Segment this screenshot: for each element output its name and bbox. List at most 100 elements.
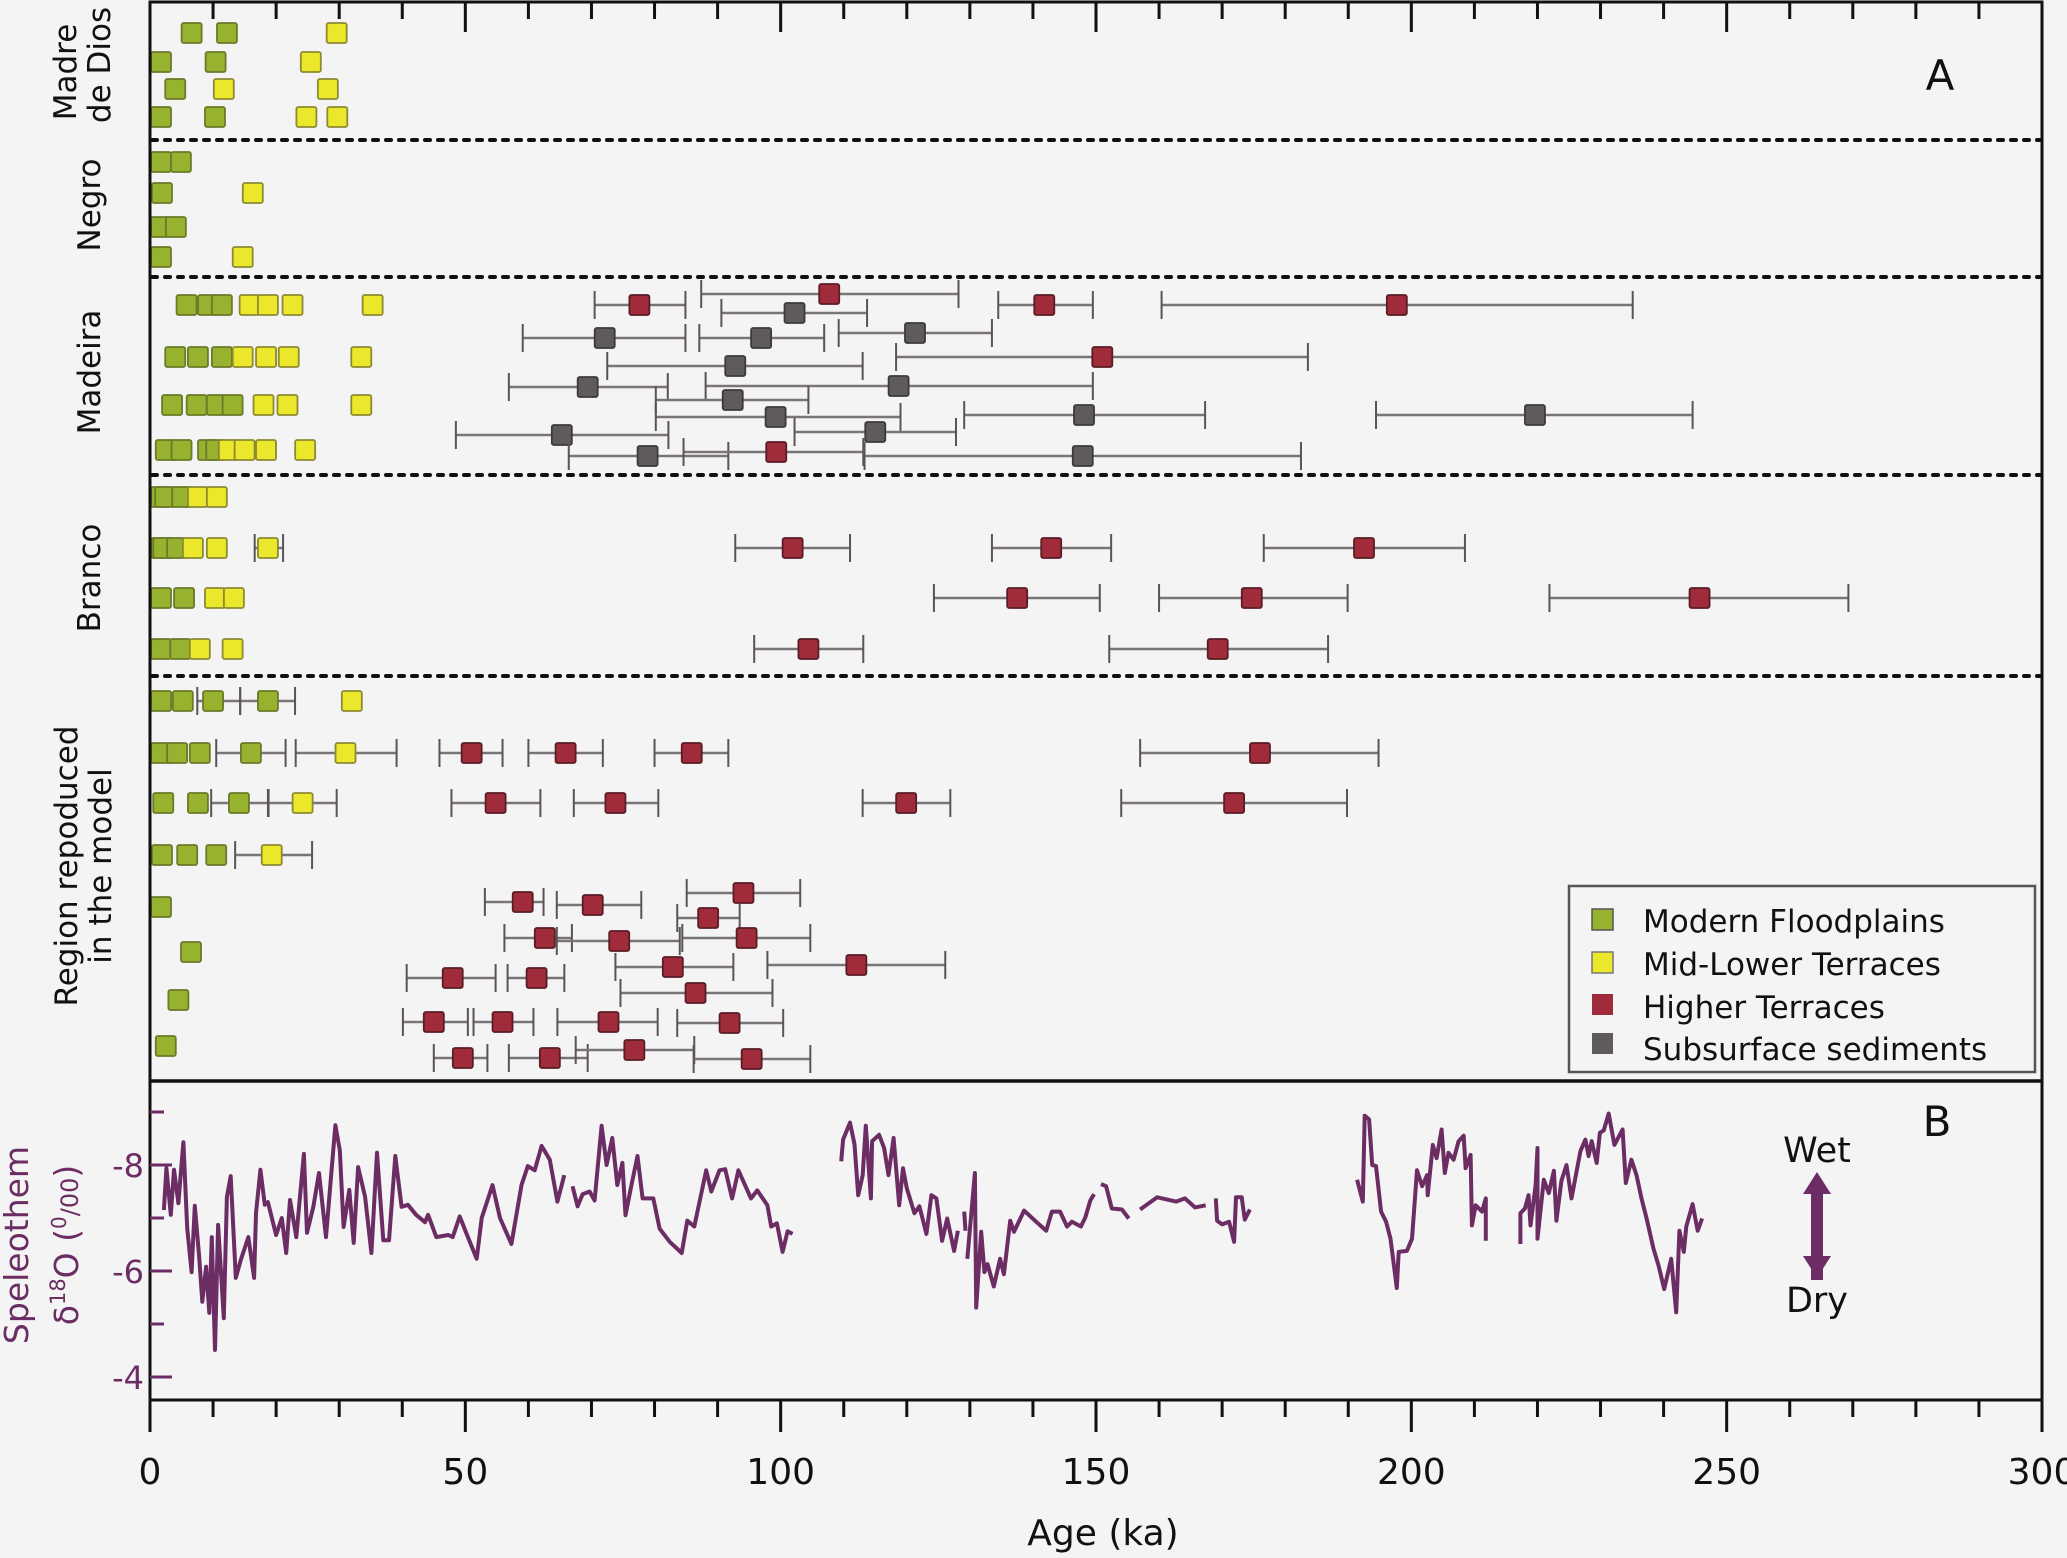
x-tick-label: 200 bbox=[1377, 1452, 1446, 1493]
data-point-ml bbox=[316, 78, 339, 100]
data-point-ht bbox=[818, 283, 841, 305]
data-point-mf bbox=[150, 638, 172, 660]
data-point-mf bbox=[187, 346, 209, 368]
data-point-ss bbox=[724, 355, 747, 377]
data-point-mf bbox=[210, 294, 233, 316]
data-point-ml bbox=[181, 537, 204, 559]
y-axis-title-line1: Speleothem bbox=[0, 1146, 36, 1344]
dry-label: Dry bbox=[1786, 1281, 1848, 1321]
data-point-ht bbox=[684, 982, 707, 1004]
data-point-ml bbox=[299, 51, 322, 73]
data-point-mf bbox=[171, 690, 194, 712]
data-point-mf bbox=[180, 941, 202, 963]
group-label-line: in the model bbox=[83, 768, 119, 963]
group-negro bbox=[150, 151, 264, 268]
data-point-ht bbox=[680, 742, 703, 764]
data-point-mf bbox=[175, 294, 198, 316]
data-point-mf bbox=[164, 216, 187, 238]
data-point-ss bbox=[550, 424, 573, 446]
legend-box bbox=[1567, 884, 2037, 1074]
data-point-ht bbox=[581, 894, 604, 916]
data-point-ss bbox=[764, 406, 787, 428]
speleothem-series-segment bbox=[965, 1171, 1096, 1310]
data-point-mf bbox=[205, 844, 228, 866]
data-point-ml bbox=[255, 439, 277, 461]
data-point-ml bbox=[361, 294, 384, 316]
data-point-ht bbox=[525, 967, 548, 989]
data-point-ml bbox=[222, 587, 245, 609]
data-point-mf bbox=[210, 346, 233, 368]
data-point-mf bbox=[150, 106, 172, 128]
permil-superscript: 0 bbox=[47, 1216, 71, 1229]
data-point-ml bbox=[255, 346, 277, 368]
x-tick-label: 0 bbox=[139, 1452, 162, 1493]
data-point-ht bbox=[1033, 294, 1056, 316]
group-branco bbox=[150, 486, 1850, 663]
data-point-ht bbox=[895, 792, 918, 814]
data-point-ss bbox=[1073, 404, 1095, 426]
data-point-mf bbox=[164, 78, 187, 100]
data-point-ht bbox=[422, 1011, 445, 1033]
y-tick-label: -4 bbox=[112, 1359, 144, 1397]
legend-label: Modern Floodplains bbox=[1643, 904, 1945, 940]
data-point-ss bbox=[593, 327, 616, 349]
data-point-ht bbox=[1240, 587, 1263, 609]
data-point-ht bbox=[554, 742, 577, 764]
data-point-ml bbox=[294, 439, 317, 461]
legend-swatch bbox=[1591, 951, 1614, 974]
legend-label: Mid-Lower Terraces bbox=[1643, 947, 1941, 983]
group-label-line: de Dios bbox=[82, 7, 118, 123]
data-point-ht bbox=[765, 441, 788, 463]
data-point-ss bbox=[721, 389, 744, 411]
speleothem-series-segment bbox=[962, 1211, 968, 1231]
legend-swatch bbox=[1592, 994, 1613, 1015]
isotope-superscript: 18 bbox=[46, 1278, 70, 1305]
data-point-mf bbox=[154, 1035, 177, 1057]
group-madre-de-dios bbox=[150, 22, 349, 128]
speleothem-series-segment bbox=[1213, 1195, 1252, 1244]
data-point-ml bbox=[350, 346, 373, 368]
data-point-mf bbox=[185, 394, 208, 416]
data-point-mf bbox=[173, 587, 195, 609]
data-point-mf bbox=[151, 182, 173, 204]
group-madeira bbox=[154, 280, 1694, 470]
data-point-ml bbox=[325, 22, 348, 44]
axes: 0 50 100 150 200 250 300 -8 -6 -4 bbox=[112, 0, 2067, 1493]
data-point-ht bbox=[740, 1048, 763, 1070]
x-tick-label: 100 bbox=[746, 1452, 815, 1493]
group-label-branco: Branco bbox=[72, 524, 108, 633]
data-point-ml bbox=[257, 537, 279, 559]
data-point-ht bbox=[451, 1047, 474, 1069]
data-point-ml bbox=[257, 294, 279, 316]
data-point-ht bbox=[1223, 792, 1246, 814]
speleothem-series-segment bbox=[570, 1123, 794, 1255]
data-point-mf bbox=[170, 439, 193, 461]
data-point-mf bbox=[150, 246, 172, 268]
y-tick-label: -8 bbox=[112, 1147, 144, 1185]
data-point-mf bbox=[202, 690, 224, 712]
data-point-ml bbox=[238, 294, 261, 316]
data-point-ht bbox=[1249, 742, 1271, 764]
data-point-ht bbox=[491, 1011, 514, 1033]
data-point-ht bbox=[1091, 346, 1114, 368]
data-point-ht bbox=[735, 927, 758, 949]
data-point-mf bbox=[216, 22, 238, 44]
data-point-mf bbox=[187, 792, 209, 814]
data-point-ht bbox=[1688, 587, 1711, 609]
wet-label: Wet bbox=[1783, 1131, 1851, 1171]
data-point-mf bbox=[257, 690, 279, 712]
delta-symbol: δ bbox=[47, 1305, 86, 1325]
group-label-line: Branco bbox=[72, 524, 108, 633]
data-point-ht bbox=[1353, 537, 1375, 559]
group-label-region: Region repoduced in the model bbox=[49, 726, 119, 1007]
data-point-ml bbox=[326, 106, 349, 128]
data-point-ml bbox=[291, 792, 314, 814]
legend-label: Higher Terraces bbox=[1643, 990, 1885, 1026]
data-point-ht bbox=[732, 882, 755, 904]
data-point-ss bbox=[904, 322, 926, 344]
data-point-ss bbox=[636, 445, 659, 467]
data-point-mf bbox=[180, 22, 203, 44]
data-point-ht bbox=[1006, 587, 1029, 609]
data-point-ht bbox=[533, 927, 556, 949]
data-point-ml bbox=[231, 346, 254, 368]
